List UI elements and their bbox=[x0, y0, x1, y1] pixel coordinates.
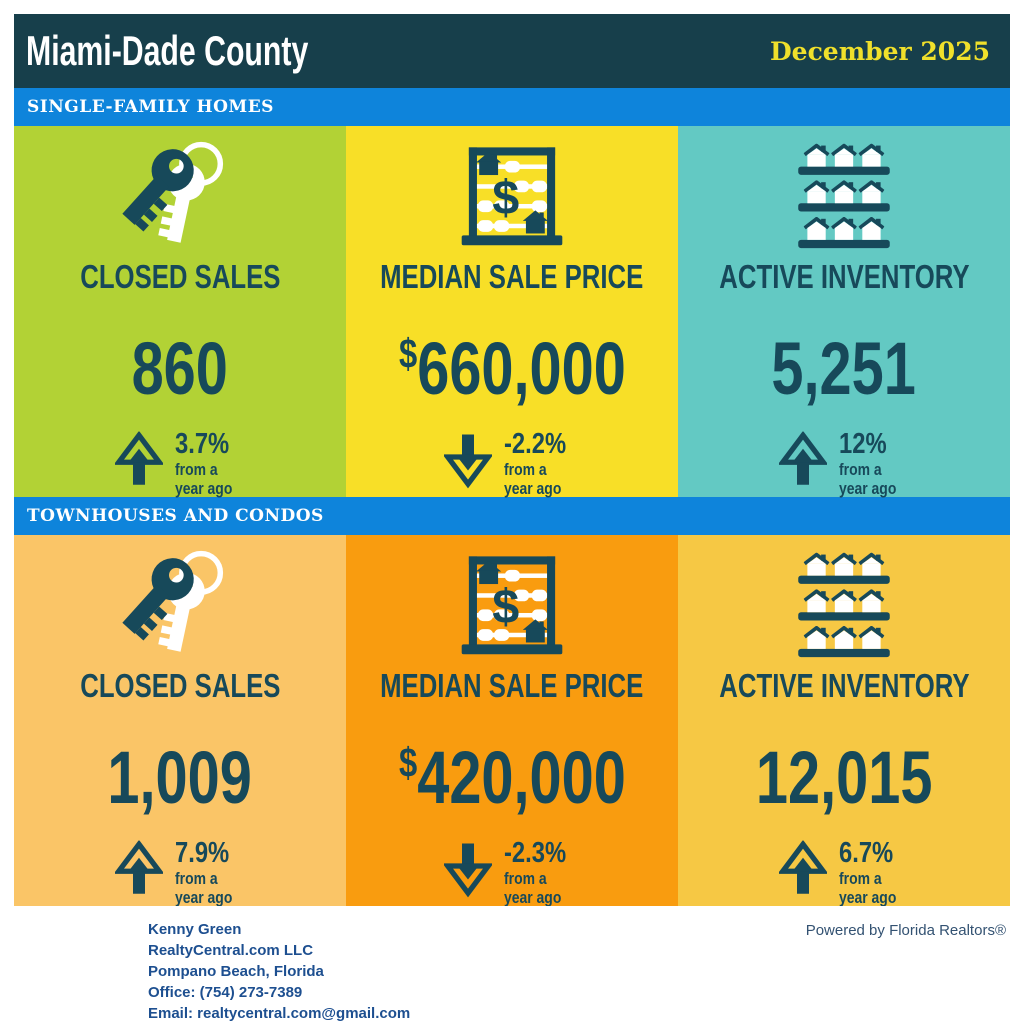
down-arrow-icon bbox=[444, 430, 492, 490]
metric-value: $660,000 bbox=[398, 327, 626, 410]
report-date: December 2025 bbox=[769, 36, 990, 66]
change-period-line1: from a bbox=[839, 460, 882, 479]
metric-condo-closed-sales: CLOSED SALES 1,009 7.9% from a year ago bbox=[14, 535, 346, 906]
metric-sfh-active-inventory: ACTIVE INVENTORY 5,251 12% from a year a… bbox=[678, 126, 1010, 497]
page-title: Miami-Dade County bbox=[26, 27, 309, 74]
metric-value: 12,015 bbox=[755, 736, 933, 819]
agent-office-phone: Office: (754) 273-7389 bbox=[148, 984, 303, 1001]
metric-sfh-closed-sales: CLOSED SALES 860 3.7% from a year ago bbox=[14, 126, 346, 497]
house-shelves-icon bbox=[796, 550, 892, 658]
change-percent: -2.2% bbox=[504, 428, 567, 460]
change-period-line2: year ago bbox=[504, 479, 562, 498]
keys-icon bbox=[120, 140, 240, 250]
metric-label: ACTIVE INVENTORY bbox=[718, 258, 970, 295]
up-arrow-icon bbox=[115, 430, 163, 490]
header: Miami-Dade County December 2025 bbox=[14, 14, 1010, 88]
footer: Kenny Green RealtyCentral.com LLC Pompan… bbox=[0, 906, 1024, 1024]
change-period-line2: year ago bbox=[839, 888, 897, 907]
metric-condo-median-sale-price: MEDIAN SALE PRICE $420,000 -2.3% from a … bbox=[346, 535, 678, 906]
section-label: SINGLE-FAMILY HOMES bbox=[27, 97, 274, 117]
metric-value: 5,251 bbox=[771, 327, 917, 410]
change-period-line1: from a bbox=[175, 460, 218, 479]
metric-label: MEDIAN SALE PRICE bbox=[380, 258, 644, 295]
up-arrow-icon bbox=[115, 839, 163, 899]
change-period-line1: from a bbox=[504, 460, 547, 479]
agent-name: Kenny Green bbox=[148, 921, 242, 938]
metric-change: 6.7% from a year ago bbox=[779, 839, 909, 906]
metric-change: 3.7% from a year ago bbox=[115, 430, 245, 497]
agent-contact-block: Kenny Green RealtyCentral.com LLC Pompan… bbox=[148, 919, 410, 1024]
agent-location: Pompano Beach, Florida bbox=[148, 963, 324, 980]
metric-value: $420,000 bbox=[398, 736, 626, 819]
change-period-line2: year ago bbox=[175, 888, 233, 907]
metric-value: 860 bbox=[131, 327, 229, 410]
change-period-line2: year ago bbox=[839, 479, 897, 498]
up-arrow-icon bbox=[779, 430, 827, 490]
abacus-icon bbox=[458, 142, 566, 248]
change-period-line2: year ago bbox=[504, 888, 562, 907]
change-period-line1: from a bbox=[504, 869, 547, 888]
agent-company: RealtyCentral.com LLC bbox=[148, 942, 314, 959]
metric-change: 7.9% from a year ago bbox=[115, 839, 245, 906]
agent-email: Email: realtycentral.com@gmail.com bbox=[148, 1005, 411, 1022]
change-period-line1: from a bbox=[175, 869, 218, 888]
change-percent: -2.3% bbox=[504, 837, 567, 869]
powered-by-florida-realtors: Powered by Florida Realtors® bbox=[805, 922, 1006, 939]
keys-icon bbox=[120, 549, 240, 659]
change-period-line1: from a bbox=[839, 869, 882, 888]
down-arrow-icon bbox=[444, 839, 492, 899]
metric-change: 12% from a year ago bbox=[779, 430, 909, 497]
metric-value: 1,009 bbox=[107, 736, 253, 819]
change-percent: 12% bbox=[839, 428, 887, 460]
metric-label: ACTIVE INVENTORY bbox=[718, 667, 970, 704]
metric-label: CLOSED SALES bbox=[79, 258, 281, 295]
metric-label: MEDIAN SALE PRICE bbox=[380, 667, 644, 704]
metric-condo-active-inventory: ACTIVE INVENTORY 12,015 6.7% from a year… bbox=[678, 535, 1010, 906]
change-period-line2: year ago bbox=[175, 479, 233, 498]
change-percent: 3.7% bbox=[175, 428, 230, 460]
up-arrow-icon bbox=[779, 839, 827, 899]
metric-change: -2.3% from a year ago bbox=[444, 839, 580, 906]
abacus-icon bbox=[458, 551, 566, 657]
single-family-metrics-row: CLOSED SALES 860 3.7% from a year ago ME… bbox=[14, 126, 1010, 497]
townhouses-condos-metrics-row: CLOSED SALES 1,009 7.9% from a year ago … bbox=[14, 535, 1010, 906]
metric-label: CLOSED SALES bbox=[79, 667, 281, 704]
change-percent: 7.9% bbox=[175, 837, 230, 869]
metric-change: -2.2% from a year ago bbox=[444, 430, 580, 497]
metric-sfh-median-sale-price: MEDIAN SALE PRICE $660,000 -2.2% from a … bbox=[346, 126, 678, 497]
section-bar-single-family: SINGLE-FAMILY HOMES bbox=[14, 88, 1010, 126]
change-percent: 6.7% bbox=[839, 837, 894, 869]
section-label: TOWNHOUSES AND CONDOS bbox=[27, 506, 324, 526]
house-shelves-icon bbox=[796, 141, 892, 249]
section-bar-townhouses-condos: TOWNHOUSES AND CONDOS bbox=[14, 497, 1010, 535]
